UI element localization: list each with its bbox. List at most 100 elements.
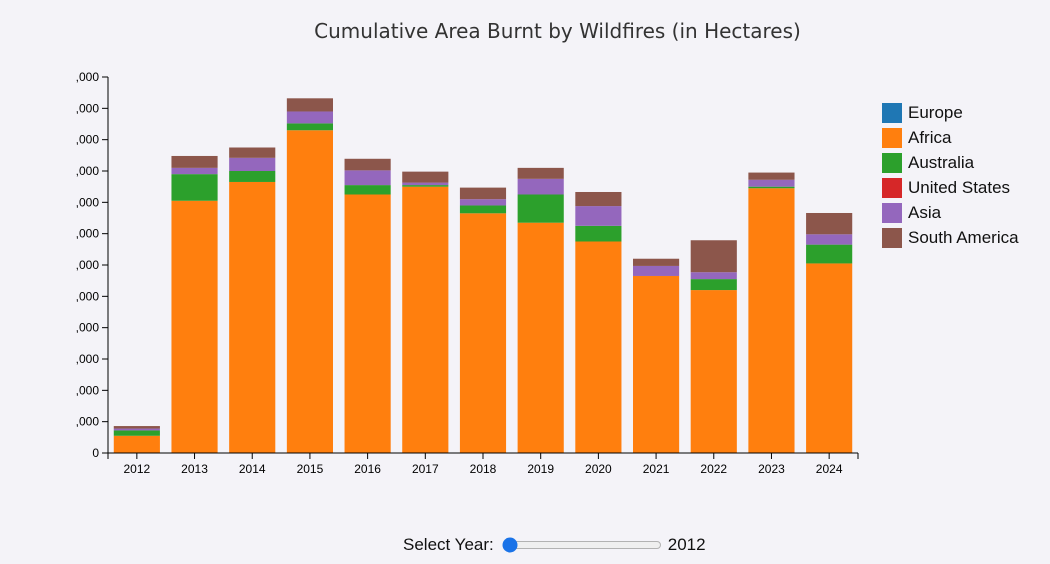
legend-item-africa: Africa — [882, 125, 1019, 150]
legend-swatch — [882, 152, 902, 173]
y-tick-label: ,000 — [76, 227, 100, 241]
y-axis: 0 ,000 ,000 ,000 ,000 ,000 ,000 ,000 ,000 ,000 ,00… — [76, 70, 109, 460]
x-axis: 2012 2013 2014 2015 2016 2017 2018 2019 2020 2021… — [107, 452, 859, 476]
slider-value: 2012 — [667, 535, 706, 554]
legend-label: South America — [908, 227, 1019, 247]
bar-africa-2013 — [171, 200, 218, 453]
bar-south-america-2023 — [748, 172, 795, 180]
bar-asia-2013 — [171, 167, 218, 175]
y-tick-label: ,000 — [76, 352, 100, 366]
bar-asia-2015 — [286, 111, 333, 124]
legend-swatch — [882, 102, 902, 123]
bar-asia-2021 — [633, 265, 680, 276]
bar-south-america-2014 — [229, 147, 276, 158]
legend-swatch — [882, 227, 902, 248]
bar-australia-2019 — [517, 194, 564, 223]
y-tick-label: ,000 — [76, 133, 100, 147]
legend-label: United States — [908, 177, 1011, 197]
year-slider-row: Select Year: 2012 — [403, 535, 706, 555]
x-tick-label: 2015 — [297, 462, 324, 476]
bar-south-america-2020 — [575, 191, 622, 207]
legend-label: Europe — [908, 102, 963, 122]
bar-south-america-2022 — [690, 240, 737, 273]
bar-asia-2019 — [517, 178, 564, 195]
x-tick-label: 2014 — [239, 462, 266, 476]
bar-australia-2024 — [806, 244, 853, 264]
x-tick-label: 2012 — [123, 462, 150, 476]
x-tick-label: 2016 — [354, 462, 381, 476]
bar-australia-2016 — [344, 185, 391, 195]
legend-swatch — [882, 202, 902, 223]
legend-label: Asia — [908, 202, 942, 222]
y-tick-label: ,000 — [76, 101, 100, 115]
bar-south-america-2019 — [517, 167, 564, 179]
x-tick-label: 2019 — [527, 462, 554, 476]
x-tick-label: 2017 — [412, 462, 439, 476]
x-tick-label: 2023 — [758, 462, 785, 476]
x-tick-label: 2018 — [470, 462, 497, 476]
bar-south-america-2018 — [459, 187, 507, 200]
bar-africa-2019 — [517, 222, 564, 453]
y-tick-label: ,000 — [76, 258, 100, 272]
legend-item-south-america: South America — [882, 225, 1019, 250]
bar-south-america-2012 — [113, 426, 160, 429]
y-tick-label: ,000 — [76, 321, 100, 335]
bar-south-america-2021 — [633, 258, 680, 266]
bar-asia-2014 — [229, 157, 276, 171]
bar-south-america-2015 — [286, 98, 333, 112]
bar-south-america-2024 — [806, 212, 853, 235]
bar-africa-2016 — [344, 194, 391, 453]
bar-africa-2012 — [113, 435, 160, 453]
bar-asia-2023 — [748, 179, 795, 187]
legend-label: Australia — [908, 152, 975, 172]
bar-africa-2022 — [690, 290, 737, 453]
y-tick-label: 0 — [92, 446, 99, 460]
x-tick-label: 2022 — [700, 462, 727, 476]
bar-australia-2022 — [690, 279, 737, 291]
chart-title: Cumulative Area Burnt by Wildfires (in H… — [314, 19, 801, 43]
bar-africa-2020 — [575, 241, 622, 453]
bar-australia-2017 — [402, 185, 449, 187]
bar-africa-2018 — [459, 213, 507, 453]
bar-africa-2021 — [633, 275, 680, 453]
bar-south-america-2017 — [402, 171, 449, 183]
bar-asia-2024 — [806, 234, 853, 245]
bar-asia-2020 — [575, 206, 622, 226]
bar-australia-2014 — [229, 171, 276, 182]
legend-item-australia: Australia — [882, 150, 1019, 175]
legend-item-europe: Europe — [882, 100, 1019, 125]
x-tick-label: 2020 — [585, 462, 612, 476]
bar-asia-2022 — [690, 272, 737, 280]
bar-asia-2012 — [113, 428, 160, 431]
legend: Europe Africa Australia United States Asia So… — [882, 100, 1019, 250]
bar-africa-2024 — [806, 263, 853, 453]
bar-africa-2017 — [402, 186, 449, 454]
bar-asia-2017 — [402, 182, 449, 186]
bar-asia-2016 — [344, 170, 391, 186]
bar-asia-2018 — [459, 199, 507, 206]
y-tick-label: ,000 — [76, 415, 100, 429]
legend-item-united-states: United States — [882, 175, 1019, 200]
x-tick-label: 2021 — [643, 462, 670, 476]
year-slider[interactable] — [501, 537, 662, 553]
bar-australia-2020 — [575, 225, 622, 242]
x-tick-label: 2013 — [181, 462, 208, 476]
bar-africa-2023 — [748, 188, 795, 454]
bar-australia-2015 — [286, 123, 333, 131]
bar-australia-2013 — [171, 174, 218, 201]
legend-item-asia: Asia — [882, 200, 1019, 225]
legend-swatch — [882, 127, 902, 148]
bar-australia-2012 — [113, 430, 160, 436]
bar-australia-2023 — [748, 186, 795, 189]
x-tick-label: 2024 — [816, 462, 843, 476]
y-tick-label: ,000 — [76, 383, 100, 397]
bar-africa-2014 — [229, 181, 276, 453]
y-tick-label: ,000 — [76, 195, 100, 209]
bar-africa-2015 — [286, 130, 333, 453]
y-tick-label: ,000 — [76, 164, 100, 178]
stacked-bar-chart: 0 ,000 ,000 ,000 ,000 ,000 ,000 ,000 ,000 ,000 ,00… — [76, 70, 859, 476]
bars-group — [113, 98, 853, 454]
y-tick-label: ,000 — [76, 289, 100, 303]
legend-label: Africa — [908, 127, 952, 147]
bar-south-america-2013 — [171, 155, 218, 168]
